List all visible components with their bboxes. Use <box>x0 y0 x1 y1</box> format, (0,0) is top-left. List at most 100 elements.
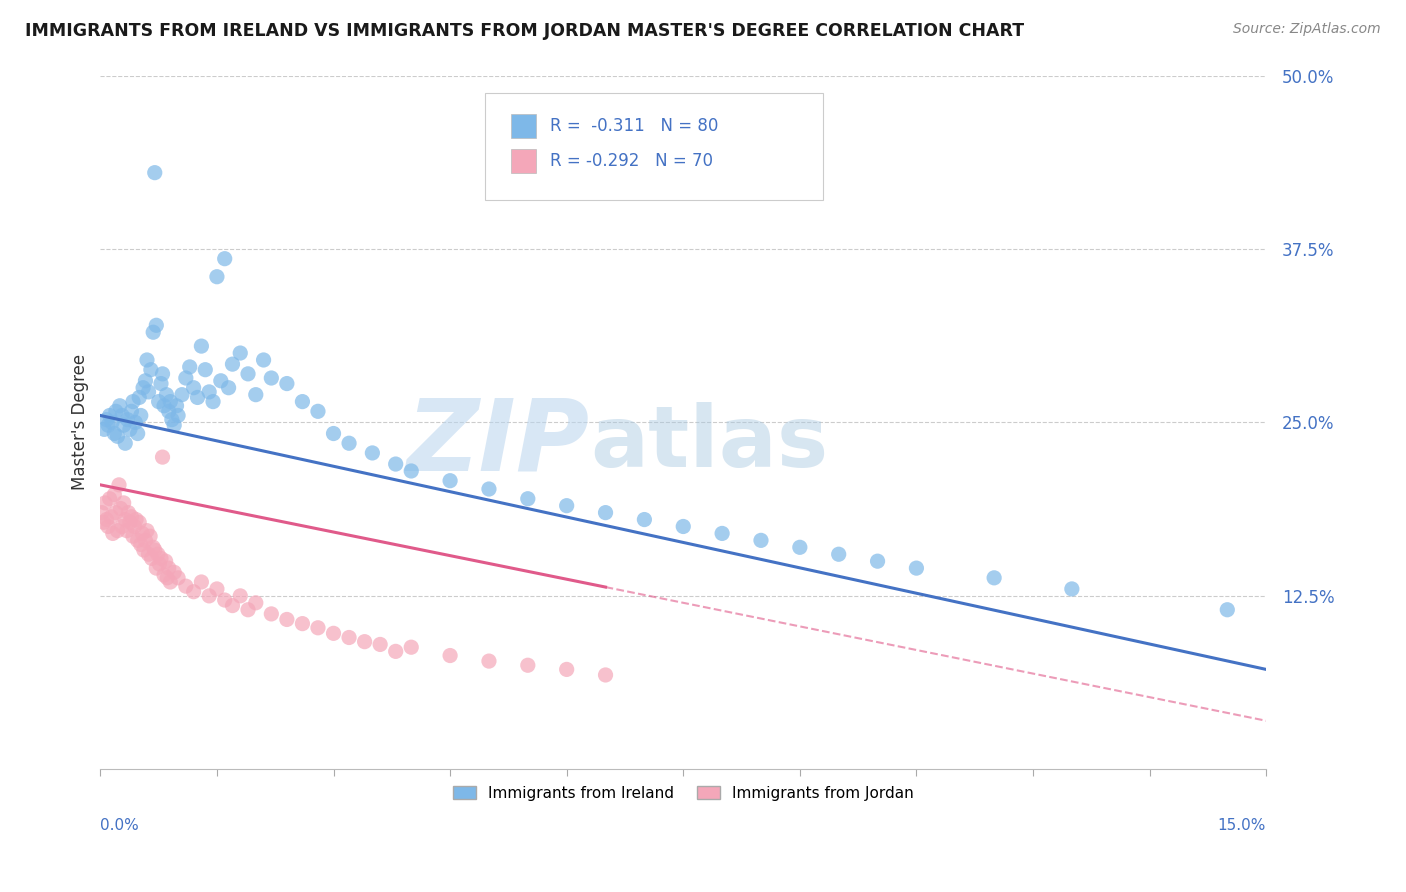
Point <box>672 519 695 533</box>
Point <box>142 541 165 555</box>
Point <box>1216 603 1239 617</box>
Point <box>291 616 314 631</box>
Point <box>145 561 167 575</box>
Point <box>174 579 197 593</box>
Point <box>252 353 274 368</box>
Point <box>104 506 127 520</box>
Point <box>202 394 225 409</box>
Point <box>132 543 155 558</box>
Point <box>236 367 259 381</box>
Text: 0.0%: 0.0% <box>100 818 139 833</box>
Point <box>124 519 146 533</box>
Point <box>127 426 149 441</box>
Point <box>229 346 252 360</box>
Point <box>93 422 115 436</box>
Point <box>153 568 176 582</box>
Point <box>595 506 617 520</box>
Point <box>478 654 501 668</box>
Point <box>117 412 139 426</box>
Y-axis label: Master's Degree: Master's Degree <box>72 354 89 491</box>
Point <box>368 637 391 651</box>
Point <box>214 593 236 607</box>
Point <box>214 252 236 266</box>
Point <box>205 582 228 596</box>
Point <box>124 416 146 430</box>
Legend: Immigrants from Ireland, Immigrants from Jordan: Immigrants from Ireland, Immigrants from… <box>447 780 920 806</box>
Point <box>337 631 360 645</box>
Text: R = -0.292   N = 70: R = -0.292 N = 70 <box>550 152 713 169</box>
Point <box>828 547 851 561</box>
Point <box>205 269 228 284</box>
Point <box>163 418 186 433</box>
Point <box>516 658 538 673</box>
Point <box>118 422 141 436</box>
Point <box>749 533 772 548</box>
Point <box>107 524 129 538</box>
Point <box>139 529 162 543</box>
Point <box>307 621 329 635</box>
Point <box>134 533 156 548</box>
Text: 15.0%: 15.0% <box>1218 818 1267 833</box>
Point <box>439 474 461 488</box>
Point <box>107 429 129 443</box>
Point <box>143 543 166 558</box>
Point <box>108 399 131 413</box>
Point <box>711 526 734 541</box>
Point <box>149 376 172 391</box>
Point <box>439 648 461 663</box>
Point <box>516 491 538 506</box>
Point <box>905 561 928 575</box>
Point <box>97 519 120 533</box>
Point <box>138 547 160 561</box>
Point <box>866 554 889 568</box>
Point <box>322 426 344 441</box>
Point <box>260 371 283 385</box>
Point <box>90 506 112 520</box>
Text: IMMIGRANTS FROM IRELAND VS IMMIGRANTS FROM JORDAN MASTER'S DEGREE CORRELATION CH: IMMIGRANTS FROM IRELAND VS IMMIGRANTS FR… <box>25 22 1025 40</box>
Point <box>157 404 180 418</box>
Point <box>399 640 422 655</box>
Point <box>218 381 240 395</box>
Point <box>134 374 156 388</box>
Point <box>159 574 181 589</box>
Point <box>160 412 183 426</box>
Point <box>167 409 190 423</box>
Point <box>120 404 142 418</box>
Point <box>114 436 136 450</box>
Point <box>155 387 177 401</box>
Point <box>152 450 174 464</box>
Point <box>115 524 138 538</box>
Point <box>143 166 166 180</box>
Point <box>174 371 197 385</box>
Point <box>100 509 122 524</box>
Point <box>129 409 152 423</box>
Point <box>117 506 139 520</box>
Point <box>276 376 298 391</box>
Point <box>103 487 125 501</box>
Point <box>112 418 135 433</box>
Point <box>129 537 152 551</box>
Point <box>163 566 186 580</box>
Point <box>120 509 142 524</box>
FancyBboxPatch shape <box>510 149 536 173</box>
Point <box>245 387 267 401</box>
Point <box>136 524 159 538</box>
Point <box>170 387 193 401</box>
Point <box>128 516 150 530</box>
Point <box>291 394 314 409</box>
Point <box>103 426 125 441</box>
Point <box>633 512 655 526</box>
FancyBboxPatch shape <box>485 93 823 201</box>
Point <box>101 526 124 541</box>
Point <box>198 589 221 603</box>
Point <box>194 362 217 376</box>
Point <box>198 384 221 399</box>
Point <box>108 478 131 492</box>
Point <box>96 412 118 426</box>
Point <box>118 516 141 530</box>
Point <box>167 571 190 585</box>
Point <box>125 512 148 526</box>
Point <box>478 482 501 496</box>
Point <box>132 381 155 395</box>
Point <box>236 603 259 617</box>
